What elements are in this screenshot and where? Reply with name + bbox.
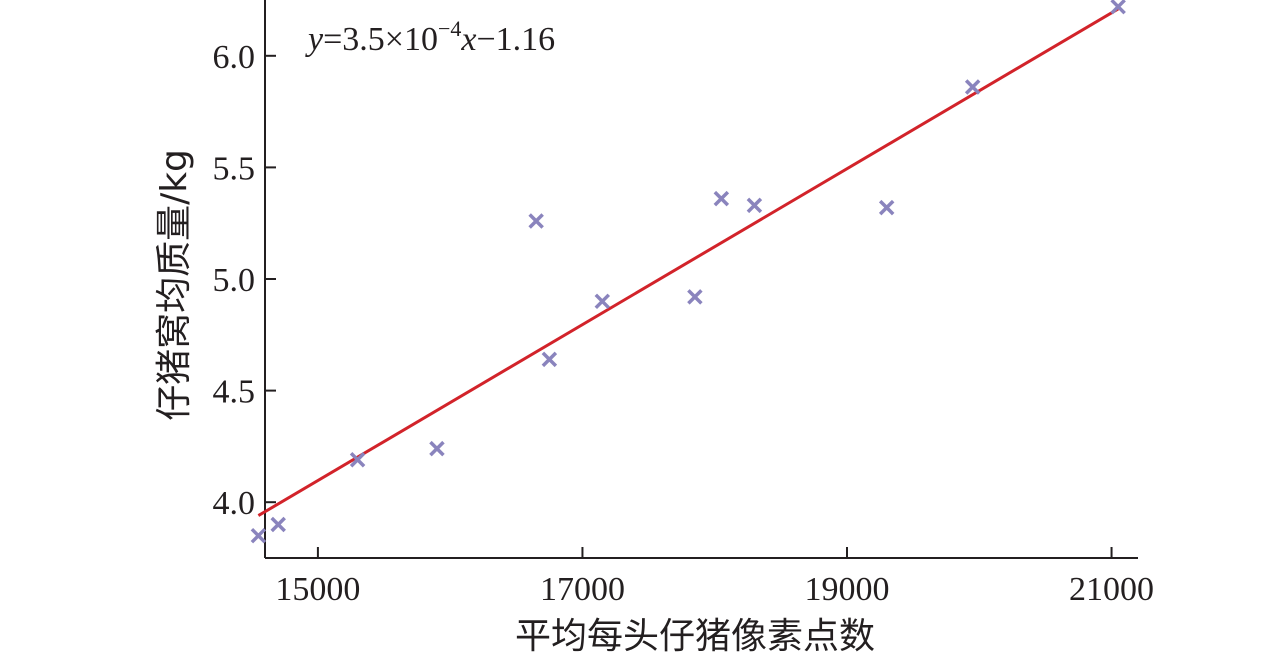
- regression-line: [257, 7, 1119, 517]
- data-point-marker: [594, 293, 611, 310]
- data-point-marker: [270, 516, 286, 533]
- equation-coefficient: =3.5×10: [323, 21, 438, 58]
- data-point-marker: [349, 452, 366, 468]
- x-tick-label: 21000: [1069, 571, 1154, 608]
- y-tick-label: 4.0: [213, 485, 256, 522]
- axes: [264, 0, 1138, 559]
- equation-x-var: x: [460, 21, 476, 58]
- data-point-marker: [541, 351, 558, 368]
- y-tick-label: 4.5: [213, 374, 256, 411]
- y-tick-label: 5.5: [213, 150, 256, 187]
- y-tick-label: 6.0: [213, 39, 256, 76]
- data-point-marker: [964, 79, 981, 95]
- x-tick-label: 17000: [540, 571, 625, 608]
- x-tick-label: 15000: [275, 571, 360, 608]
- data-point-marker: [250, 527, 267, 544]
- x-tick-label: 19000: [805, 571, 890, 608]
- equation-exponent: −4: [438, 16, 461, 41]
- fit-line-group: [257, 7, 1119, 517]
- data-point-marker: [1110, 0, 1126, 15]
- data-point-marker: [687, 289, 703, 305]
- x-axis-title: 平均每头仔猪像素点数: [515, 616, 875, 657]
- regression-equation: y=3.5×10−4x−1.16: [305, 16, 555, 58]
- equation-y-var: y: [305, 21, 324, 58]
- data-point-marker: [878, 199, 895, 216]
- data-point-marker: [713, 190, 730, 207]
- y-tick-label: 5.0: [213, 262, 256, 299]
- data-point-marker: [528, 213, 544, 229]
- data-point-marker: [746, 197, 763, 214]
- data-points: [250, 0, 1126, 544]
- data-point-marker: [429, 440, 445, 457]
- x-ticks: 15000 17000 19000 21000: [275, 547, 1154, 608]
- y-axis-title: 仔猪窝均质量/kg: [154, 149, 195, 421]
- equation-intercept: −1.16: [476, 21, 555, 58]
- y-ticks: 4.0 4.5 5.0 5.5 6.0: [213, 39, 276, 522]
